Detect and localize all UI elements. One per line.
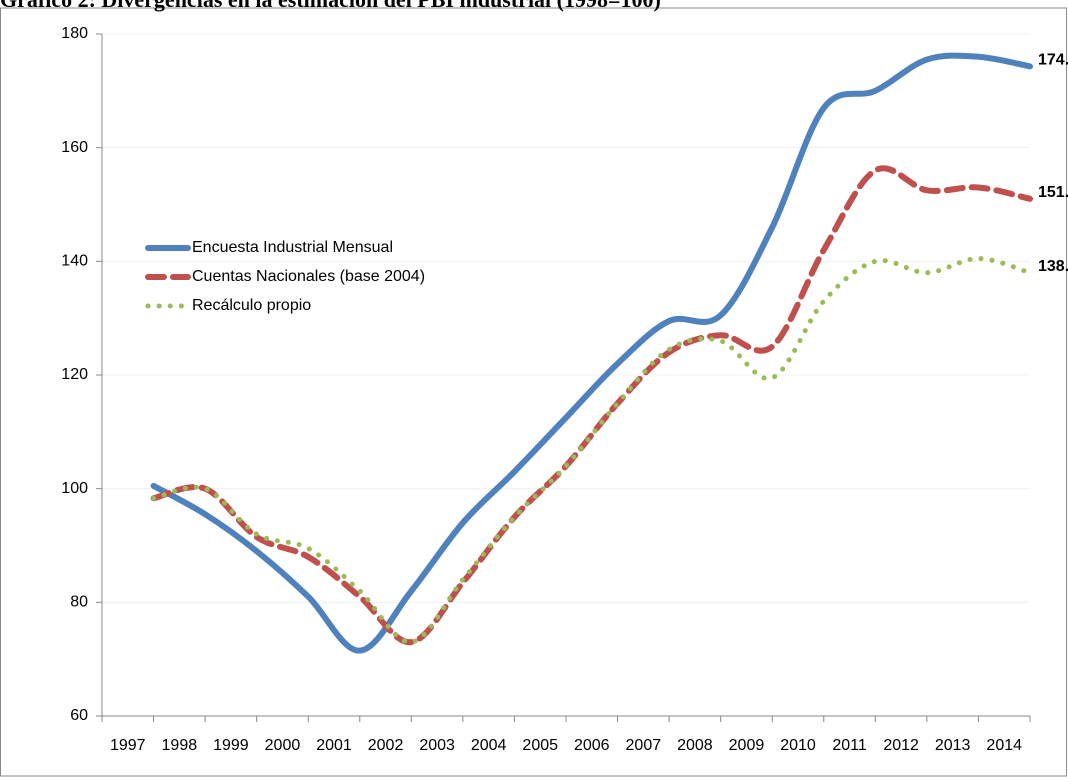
x-tick-label: 2003 (419, 737, 455, 754)
data-label: 138.0 (1038, 258, 1068, 275)
y-tick-label: 180 (61, 25, 88, 42)
x-tick-label: 1999 (213, 737, 249, 754)
series-line (150, 52, 1033, 654)
x-tick-label: 2013 (935, 737, 971, 754)
x-tick-label: 2007 (626, 737, 662, 754)
x-tick-label: 2002 (368, 737, 404, 754)
x-tick-label: 2004 (471, 737, 507, 754)
legend-label: Encuesta Industrial Mensual (192, 239, 393, 256)
series-line (151, 255, 1033, 645)
chart-title: Gráfico 2: Divergencias en la estimación… (0, 0, 661, 12)
legend-label: Recálculo propio (192, 297, 311, 314)
data-label: 174.3 (1038, 52, 1068, 69)
y-tick-label: 160 (61, 139, 88, 156)
x-tick-label: 2012 (883, 737, 919, 754)
y-tick-label: 60 (70, 707, 88, 724)
y-tick-label: 100 (61, 480, 88, 497)
x-tick-label: 1998 (162, 737, 198, 754)
x-tick-label: 2011 (832, 737, 867, 754)
x-tick-label: 2000 (265, 737, 301, 754)
y-tick-label: 120 (61, 366, 88, 383)
x-tick-label: 2014 (986, 737, 1022, 754)
y-tick-label: 140 (61, 253, 88, 270)
x-tick-label: 1997 (110, 737, 146, 754)
x-tick-label: 2005 (522, 737, 558, 754)
x-tick-label: 2006 (574, 737, 610, 754)
x-tick-label: 2008 (677, 737, 713, 754)
x-tick-label: 2009 (729, 737, 765, 754)
y-tick-label: 80 (70, 594, 88, 611)
x-tick-label: 2001 (316, 737, 352, 754)
x-tick-label: 2010 (780, 737, 816, 754)
legend-label: Cuentas Nacionales (base 2004) (192, 268, 425, 285)
chart-border (0, 7, 1067, 777)
series-line (150, 165, 1033, 646)
data-label: 151.0 (1038, 184, 1068, 201)
